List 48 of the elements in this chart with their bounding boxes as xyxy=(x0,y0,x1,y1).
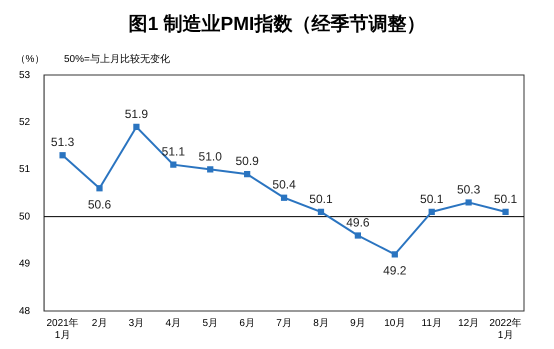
point xyxy=(244,171,250,178)
point xyxy=(502,208,509,215)
point xyxy=(207,166,214,173)
y-axis-title: （%） xyxy=(16,54,44,65)
x-tick-label: 2月 xyxy=(92,318,108,329)
point xyxy=(354,232,362,239)
data-label: 51.3 xyxy=(50,135,75,150)
x-tick-label: 3月 xyxy=(128,318,144,329)
data-label: 51.9 xyxy=(124,106,148,121)
point xyxy=(392,251,398,258)
x-tick-label: 2021年 1月 xyxy=(46,316,79,341)
point xyxy=(280,194,288,201)
x-tick-label: 7月 xyxy=(276,318,292,329)
x-tick-label: 12月 xyxy=(458,318,480,329)
x-tick-label: 2022年 1月 xyxy=(489,316,522,341)
data-label: 50.4 xyxy=(272,178,296,192)
data-label: 50.1 xyxy=(309,192,333,206)
data-label: 49.6 xyxy=(346,215,370,230)
data-label: 50.1 xyxy=(420,192,444,206)
y-tick-label: 49 xyxy=(19,258,31,270)
data-label: 50.9 xyxy=(235,154,260,168)
x-tick-label: 10月 xyxy=(384,318,406,329)
x-tick-label: 8月 xyxy=(313,318,329,329)
y-tick-label: 50 xyxy=(19,211,31,222)
data-label: 50.1 xyxy=(494,192,518,206)
data-label: 49.2 xyxy=(383,263,407,278)
y-tick-label: 51 xyxy=(19,164,31,176)
data-label: 50.3 xyxy=(456,182,481,196)
x-tick-label: 5月 xyxy=(202,318,218,329)
x-tick-label: 11月 xyxy=(422,318,442,329)
x-tick-label: 6月 xyxy=(239,318,255,329)
data-label: 51.0 xyxy=(198,149,222,164)
point xyxy=(170,162,176,168)
point xyxy=(318,208,324,215)
point xyxy=(133,124,140,130)
chart-title: 图1 制造业PMI指数（经季节调整） xyxy=(128,13,426,35)
data-label: 50.6 xyxy=(88,197,112,212)
point xyxy=(59,152,66,158)
point xyxy=(96,185,103,192)
y-tick-label: 52 xyxy=(19,116,31,128)
y-tick-label: 48 xyxy=(19,306,31,317)
x-tick-label: 9月 xyxy=(350,318,366,329)
x-tick-label: 4月 xyxy=(166,318,182,329)
y-tick-label: 53 xyxy=(19,70,31,81)
text: 50%=与上月比较无变化 xyxy=(64,53,170,65)
data-label: 51.1 xyxy=(162,144,186,159)
point xyxy=(428,208,435,215)
point xyxy=(466,199,472,206)
